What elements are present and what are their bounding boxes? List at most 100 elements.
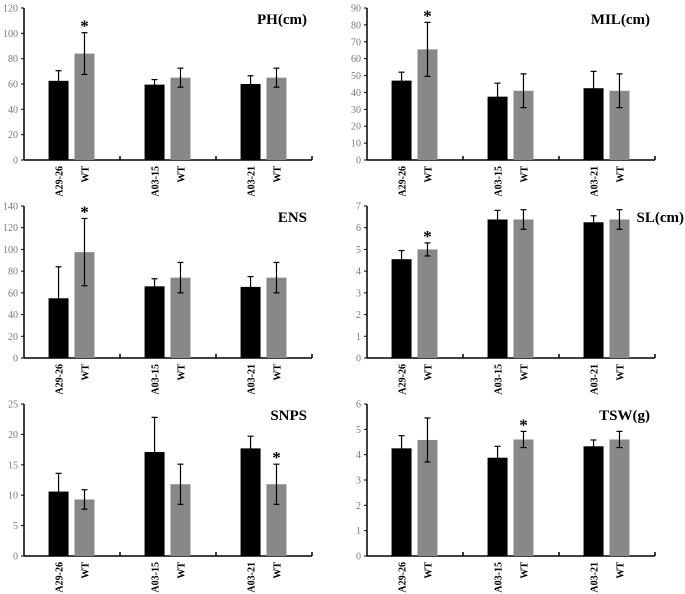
bar-wt: [417, 49, 438, 160]
x-category-label: A03-15: [151, 364, 162, 395]
y-tick-label: 1: [356, 526, 361, 537]
y-tick-label: 6: [356, 223, 361, 234]
chart-title: SL(cm): [637, 210, 685, 226]
y-tick-label: 90: [351, 4, 361, 15]
chart-title: PH(cm): [257, 12, 307, 28]
significance-star: *: [80, 202, 89, 221]
y-tick-label: 50: [351, 71, 361, 82]
bar-transgenic: [48, 80, 69, 160]
bar-wt: [170, 77, 191, 160]
x-category-label: WT: [423, 364, 434, 381]
y-tick-label: 15: [8, 460, 18, 471]
bar-wt: [170, 484, 191, 556]
y-tick-label: 140: [3, 202, 18, 213]
chart-title: SNPS: [270, 408, 307, 424]
chart-ens: 0 20 40 60 80 100 120 140 ENS A29-26 * WT A03-15 WT A0…: [3, 202, 313, 395]
bar-wt: [266, 277, 287, 358]
x-category-label: WT: [272, 364, 283, 381]
y-tick-label: 0: [356, 552, 361, 563]
panel-sl: 0 1 2 3 4 5 6 7 SL(cm) A29-26 * WT A03-15 WT A03-21 WT: [343, 198, 685, 396]
bar-wt: [513, 439, 534, 556]
x-category-label: WT: [423, 166, 434, 183]
chart-sl: 0 1 2 3 4 5 6 7 SL(cm) A29-26 * WT A03-15 WT A03-21 WT: [356, 202, 685, 395]
y-tick-label: 4: [356, 267, 361, 278]
x-category-label: WT: [80, 364, 91, 381]
bar-wt: [170, 277, 191, 358]
y-tick-label: 5: [356, 245, 361, 256]
x-category-label: WT: [80, 166, 91, 183]
bar-wt: [609, 439, 630, 556]
bar-wt: [417, 249, 438, 358]
y-tick-label: 120: [3, 4, 18, 15]
chart-ph: 0 20 40 60 80 100 120 PH(cm) A29-26 * WT A03-15 WT A0…: [3, 4, 313, 197]
significance-star: *: [519, 415, 528, 434]
y-tick-label: 5: [13, 521, 18, 532]
y-tick-label: 0: [356, 354, 361, 365]
y-tick-label: 30: [351, 105, 361, 116]
bar-wt: [74, 499, 95, 556]
y-tick-label: 0: [13, 354, 18, 365]
x-category-label: A29-26: [55, 562, 66, 593]
significance-star: *: [423, 6, 432, 25]
chart-snps: 0 5 10 15 20 25 SNPS A29-26 WT A03-15 WT A03-21 * WT: [8, 400, 313, 593]
bar-wt: [513, 90, 534, 160]
bar-transgenic: [144, 286, 165, 358]
x-category-label: WT: [176, 562, 187, 579]
x-category-label: WT: [272, 562, 283, 579]
y-tick-label: 1: [356, 332, 361, 343]
x-category-label: A03-21: [247, 562, 258, 593]
panel-snps: 0 5 10 15 20 25 SNPS A29-26 WT A03-15 WT A03-21 * WT: [0, 396, 342, 594]
x-category-label: WT: [272, 166, 283, 183]
y-tick-label: 60: [8, 80, 18, 91]
x-category-label: WT: [615, 364, 626, 381]
y-tick-label: 60: [8, 288, 18, 299]
x-category-label: A29-26: [55, 364, 66, 395]
bar-transgenic: [48, 491, 69, 556]
chart-title: TSW(g): [599, 408, 650, 424]
y-tick-label: 40: [351, 88, 361, 99]
bar-transgenic: [583, 446, 604, 556]
bar-wt: [609, 219, 630, 358]
y-tick-label: 20: [8, 332, 18, 343]
y-tick-label: 7: [356, 202, 361, 213]
bar-wt: [266, 484, 287, 556]
bar-wt: [74, 53, 95, 160]
x-category-label: A29-26: [398, 562, 409, 593]
y-tick-label: 100: [3, 29, 18, 40]
y-tick-label: 40: [8, 310, 18, 321]
y-tick-label: 20: [8, 130, 18, 141]
x-category-label: A03-21: [247, 364, 258, 395]
y-tick-label: 5: [356, 425, 361, 436]
y-tick-label: 25: [8, 400, 18, 411]
bar-transgenic: [583, 222, 604, 358]
y-tick-label: 80: [351, 20, 361, 31]
y-tick-label: 2: [356, 501, 361, 512]
x-category-label: A03-15: [494, 364, 505, 395]
bar-wt: [513, 219, 534, 358]
x-category-label: WT: [615, 166, 626, 183]
bar-transgenic: [240, 286, 261, 358]
y-tick-label: 2: [356, 310, 361, 321]
x-category-label: WT: [80, 562, 91, 579]
y-tick-label: 80: [8, 267, 18, 278]
y-tick-label: 3: [356, 288, 361, 299]
bar-wt: [609, 90, 630, 160]
bar-transgenic: [144, 452, 165, 556]
y-tick-label: 100: [3, 245, 18, 256]
bar-transgenic: [144, 84, 165, 160]
y-tick-label: 70: [351, 37, 361, 48]
y-tick-label: 0: [13, 156, 18, 167]
chart-title: ENS: [278, 210, 307, 226]
chart-tsw: 0 1 2 3 4 5 6 TSW(g) A29-26 WT A03-15 * WT A03-21 WT: [356, 400, 656, 593]
x-category-label: WT: [519, 562, 530, 579]
x-category-label: A03-21: [590, 166, 601, 197]
y-tick-label: 3: [356, 476, 361, 487]
significance-star: *: [272, 448, 281, 467]
bar-transgenic: [391, 80, 412, 160]
x-category-label: A03-21: [590, 364, 601, 395]
chart-title: MIL(cm): [591, 12, 650, 28]
significance-star: *: [423, 227, 432, 246]
x-category-label: A29-26: [398, 166, 409, 197]
y-tick-label: 0: [13, 552, 18, 563]
x-category-label: A03-21: [247, 166, 258, 197]
